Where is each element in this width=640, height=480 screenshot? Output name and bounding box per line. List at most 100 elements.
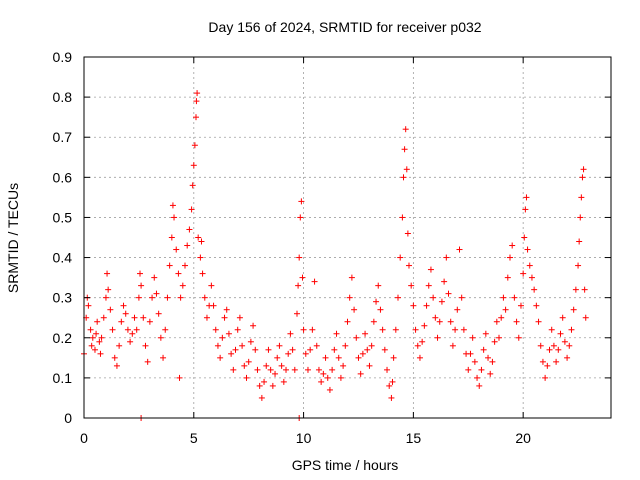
y-tick-label: 0.4 bbox=[53, 250, 73, 266]
data-point bbox=[228, 350, 235, 357]
data-point bbox=[175, 270, 182, 277]
data-point bbox=[456, 246, 463, 253]
data-point bbox=[109, 326, 116, 333]
data-point bbox=[98, 334, 105, 341]
data-point bbox=[355, 354, 362, 361]
x-tick-label: 20 bbox=[515, 430, 531, 446]
data-point bbox=[412, 326, 419, 333]
y-tick-label: 0.5 bbox=[53, 209, 73, 225]
data-point bbox=[454, 306, 461, 313]
data-point bbox=[113, 362, 120, 369]
data-point bbox=[258, 394, 265, 401]
data-point bbox=[287, 330, 294, 337]
data-point bbox=[142, 342, 149, 349]
data-point bbox=[188, 206, 195, 213]
data-point bbox=[493, 318, 500, 325]
data-point bbox=[182, 262, 189, 269]
data-point bbox=[523, 194, 530, 201]
data-point bbox=[136, 270, 143, 277]
data-point bbox=[151, 274, 158, 281]
data-point bbox=[471, 358, 478, 365]
data-point bbox=[416, 354, 423, 361]
data-point bbox=[179, 282, 186, 289]
data-point bbox=[212, 326, 219, 333]
data-point bbox=[191, 142, 198, 149]
data-point bbox=[299, 274, 306, 281]
data-point bbox=[342, 342, 349, 349]
data-point bbox=[199, 270, 206, 277]
data-point bbox=[168, 234, 175, 241]
data-point bbox=[582, 314, 589, 321]
data-point bbox=[102, 294, 109, 301]
data-point bbox=[269, 382, 276, 389]
data-point bbox=[276, 342, 283, 349]
data-point bbox=[320, 370, 327, 377]
data-point bbox=[403, 166, 410, 173]
data-point bbox=[498, 314, 505, 321]
data-point bbox=[441, 278, 448, 285]
data-point bbox=[366, 362, 373, 369]
data-point bbox=[504, 274, 511, 281]
data-point bbox=[578, 194, 585, 201]
plot-frame bbox=[83, 56, 612, 419]
data-point bbox=[458, 294, 465, 301]
y-tick-label: 0.2 bbox=[53, 330, 73, 346]
data-point bbox=[522, 206, 529, 213]
data-point bbox=[419, 338, 426, 345]
data-point bbox=[414, 342, 421, 349]
x-tick-label: 15 bbox=[406, 430, 422, 446]
data-point bbox=[368, 342, 375, 349]
data-point bbox=[570, 306, 577, 313]
data-point bbox=[223, 306, 230, 313]
data-point bbox=[344, 318, 351, 325]
data-point bbox=[133, 326, 140, 333]
data-point bbox=[351, 306, 358, 313]
data-point bbox=[559, 314, 566, 321]
data-point bbox=[315, 366, 322, 373]
data-point bbox=[487, 370, 494, 377]
data-point bbox=[241, 362, 248, 369]
data-point bbox=[500, 294, 507, 301]
data-point bbox=[234, 326, 241, 333]
data-point bbox=[171, 214, 178, 221]
data-point bbox=[186, 226, 193, 233]
data-point bbox=[432, 314, 439, 321]
data-point bbox=[193, 98, 200, 105]
data-point bbox=[395, 294, 402, 301]
data-point bbox=[550, 342, 557, 349]
data-point bbox=[313, 342, 320, 349]
data-point bbox=[425, 282, 432, 289]
data-point bbox=[390, 354, 397, 361]
y-tick-label: 0 bbox=[64, 410, 72, 426]
data-point bbox=[140, 314, 147, 321]
data-point bbox=[195, 234, 202, 241]
data-point bbox=[580, 166, 587, 173]
data-point bbox=[546, 346, 553, 353]
data-point bbox=[392, 326, 399, 333]
data-point bbox=[496, 334, 503, 341]
data-points bbox=[81, 90, 589, 421]
data-point bbox=[302, 350, 309, 357]
data-point bbox=[144, 358, 151, 365]
data-point bbox=[236, 314, 243, 321]
y-tick-label: 0.8 bbox=[53, 89, 73, 105]
data-point bbox=[539, 358, 546, 365]
data-point bbox=[285, 350, 292, 357]
data-point bbox=[561, 338, 568, 345]
data-point bbox=[256, 382, 263, 389]
data-point bbox=[485, 354, 492, 361]
data-point bbox=[506, 254, 513, 261]
data-point bbox=[575, 262, 582, 269]
data-point bbox=[107, 306, 114, 313]
data-point bbox=[124, 326, 131, 333]
data-point bbox=[250, 322, 257, 329]
data-point bbox=[297, 214, 304, 221]
data-point bbox=[265, 346, 272, 353]
data-point bbox=[526, 262, 533, 269]
data-point bbox=[97, 350, 104, 357]
data-point bbox=[579, 174, 586, 181]
data-point bbox=[513, 318, 520, 325]
data-point bbox=[408, 282, 415, 289]
data-point bbox=[577, 214, 584, 221]
data-point bbox=[353, 334, 360, 341]
